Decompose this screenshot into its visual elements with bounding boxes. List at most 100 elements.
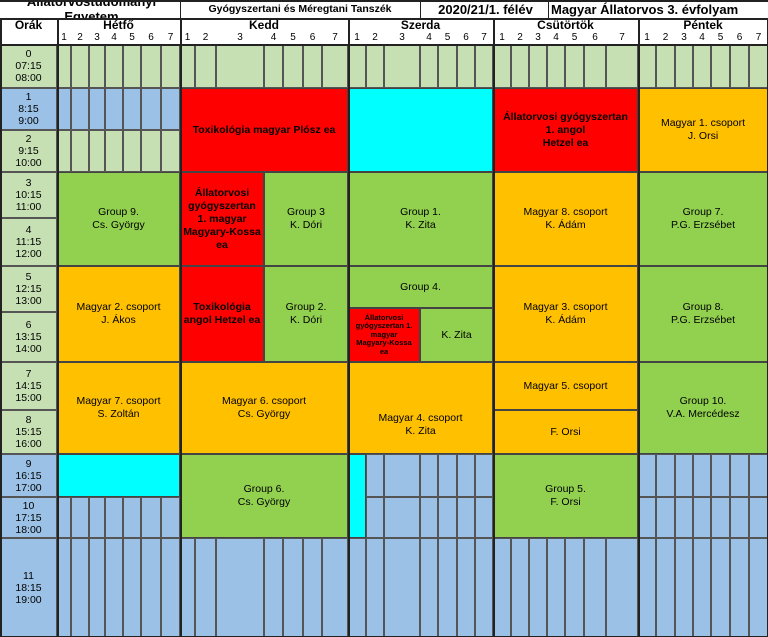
free-slot <box>675 497 693 538</box>
free-slot <box>457 497 475 538</box>
period-end: 11:00 <box>15 201 42 213</box>
free-slot <box>348 538 366 637</box>
event-line: Magyar 1. csoport <box>660 117 746 129</box>
free-slot <box>283 44 303 88</box>
free-slot <box>89 44 105 88</box>
university-title: Állatorvostudományi Egyetem <box>26 0 157 18</box>
event-line: Cs. György <box>92 219 145 231</box>
slot-number: 5 <box>129 32 135 43</box>
free-slot <box>384 44 420 88</box>
period-start: 16:15 <box>15 469 42 482</box>
free-slot <box>584 44 606 88</box>
department-title: Gyógyszertani és Méregtani Tanszék <box>208 3 392 15</box>
free-slot <box>141 88 161 130</box>
slot-number: 3 <box>237 32 243 43</box>
period-end: 15:00 <box>15 392 42 404</box>
event-line: J. Orsi <box>687 130 719 142</box>
period-num: 5 <box>25 271 32 283</box>
free-slot <box>511 538 529 637</box>
free-slot <box>584 538 606 637</box>
slot-number: 2 <box>372 32 378 43</box>
period-num: 8 <box>25 414 32 426</box>
slot-number: 1 <box>354 32 360 43</box>
event-line: Group 10. <box>679 395 727 407</box>
free-slot <box>366 497 384 538</box>
free-slot <box>283 538 303 637</box>
event-line: ea <box>216 238 228 251</box>
slot-number: 3 <box>399 32 405 43</box>
free-slot <box>749 44 768 88</box>
free-slot <box>264 44 283 88</box>
free-slot <box>638 44 656 88</box>
event-hetfo-magyar-2: Magyar 2. csoport J. Ákos <box>57 266 180 362</box>
grid-line <box>180 0 181 18</box>
event-csut-group-5: Group 5. F. Orsi <box>493 454 638 538</box>
grid-line <box>420 0 421 18</box>
slot-number: 5 <box>571 32 578 43</box>
period-start: 12:15 <box>15 283 42 295</box>
event-line: Magyar 7. csoport <box>76 395 161 407</box>
period-start: 13:15 <box>15 331 42 343</box>
period-label: 9 16:15 17:00 <box>0 454 57 497</box>
free-slot <box>71 497 89 538</box>
grid-line <box>493 18 495 637</box>
event-csut-magyar-5-teacher: F. Orsi <box>493 410 638 454</box>
free-slot <box>71 44 89 88</box>
event-line: Group 7. <box>682 206 724 218</box>
free-slot <box>180 538 195 637</box>
event-szerda-group-4-teacher: K. Zita <box>420 308 493 362</box>
event-hetfo-cyan-9 <box>57 454 180 497</box>
slot-number: 2 <box>517 32 523 43</box>
free-slot <box>638 497 656 538</box>
free-slot <box>366 44 384 88</box>
event-csut-magyar-3: Magyar 3. csoport K. Ádám <box>493 266 638 362</box>
period-start: 07:15 <box>15 60 42 72</box>
free-slot <box>420 497 438 538</box>
slot-number: 6 <box>309 32 316 43</box>
slot-number: 4 <box>426 32 432 43</box>
event-kedd-toxikologia-magyar: Toxikológia magyar Plósz ea <box>180 88 348 172</box>
free-slot <box>730 454 749 497</box>
free-slot <box>730 538 749 637</box>
period-end: 9:00 <box>18 115 39 127</box>
free-slot <box>457 454 475 497</box>
free-slot <box>693 454 711 497</box>
free-slot <box>565 538 584 637</box>
event-line: Cs. György <box>237 496 291 508</box>
slot-number: 1 <box>184 32 191 43</box>
free-slot <box>105 538 123 637</box>
slot-number: 1 <box>644 32 650 43</box>
free-slot <box>438 497 457 538</box>
slot-number: 5 <box>444 32 451 43</box>
event-line: K. Dóri <box>289 219 323 231</box>
period-num: 2 <box>25 133 32 145</box>
slot-number: 4 <box>699 32 705 43</box>
free-slot <box>89 538 105 637</box>
slot-number: 1 <box>61 32 67 43</box>
event-line: S. Zoltán <box>97 408 140 420</box>
event-line: angol Hetzel ea <box>183 314 261 326</box>
free-slot <box>384 538 420 637</box>
event-kedd-allatorvosi-magyar: Állatorvosi gyógyszertan 1. magyar Magyary-… <box>180 172 264 266</box>
free-slot <box>693 44 711 88</box>
event-line: P.G. Erzsébet <box>670 314 735 326</box>
free-slot <box>123 497 141 538</box>
periods-header: Órák <box>14 18 43 31</box>
free-slot <box>693 538 711 637</box>
event-line: Toxikológia magyar Plósz ea <box>192 123 336 136</box>
event-szerda-cyan-9-10 <box>348 454 366 538</box>
event-line: K. Zita <box>405 425 436 437</box>
event-line: Magyar 5. csoport <box>523 379 608 392</box>
event-kedd-group-6: Group 6. Cs. György <box>180 454 348 538</box>
free-slot <box>493 538 511 637</box>
slot-number: 7 <box>481 32 487 43</box>
event-line: gyógyszertan <box>188 199 256 212</box>
period-num: 7 <box>25 368 32 380</box>
event-line: Magyary-Kossa <box>183 225 261 238</box>
free-slot <box>89 130 105 172</box>
free-slot <box>105 88 123 130</box>
free-slot <box>730 497 749 538</box>
event-pentek-group-10: Group 10. V.A. Mercédesz <box>638 362 768 454</box>
period-label: 11 18:15 19:00 <box>0 538 57 637</box>
free-slot <box>57 44 71 88</box>
